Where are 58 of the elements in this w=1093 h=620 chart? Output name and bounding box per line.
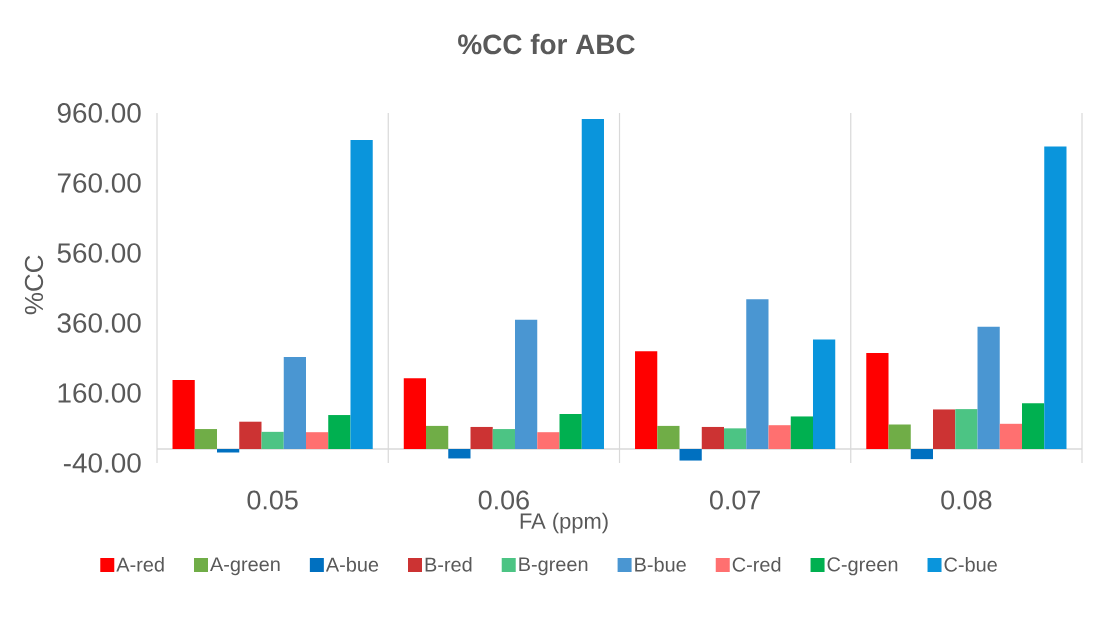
y-axis-title: %CC xyxy=(24,255,44,315)
bar xyxy=(679,449,702,461)
legend-label: A-red xyxy=(116,557,164,572)
bar xyxy=(172,380,195,449)
bar xyxy=(559,414,582,449)
bar xyxy=(1022,403,1045,449)
bar xyxy=(350,139,373,449)
legend-label: B-red xyxy=(425,557,472,572)
bar xyxy=(977,326,1000,449)
bar xyxy=(261,431,284,449)
bar xyxy=(888,424,911,449)
legend-label: A-bue xyxy=(325,557,379,572)
bar xyxy=(448,449,471,459)
bar xyxy=(306,432,329,449)
chart-title: %CC for ABC xyxy=(458,33,635,55)
legend-label: C-green xyxy=(827,557,898,576)
bar xyxy=(328,415,351,449)
bar xyxy=(866,353,889,449)
x-tick-label: 0.08 xyxy=(941,490,992,510)
legend-label: C-bue xyxy=(944,557,997,572)
bar xyxy=(910,449,934,460)
bar xyxy=(657,425,680,449)
bar xyxy=(812,339,836,449)
legend-label: A-green xyxy=(210,557,280,576)
bar xyxy=(999,423,1022,449)
bar xyxy=(194,429,218,449)
bar xyxy=(933,409,956,449)
bar xyxy=(768,425,791,449)
bar xyxy=(1044,146,1067,449)
bar xyxy=(635,351,658,449)
bar xyxy=(701,426,725,449)
bar xyxy=(724,428,747,449)
y-tick-label: 560.00 xyxy=(57,243,141,263)
legend-label: C-red xyxy=(732,557,781,572)
y-tick-label: 160.00 xyxy=(58,383,141,403)
y-tick-label: 960.00 xyxy=(57,103,141,123)
x-tick-label: 0.05 xyxy=(247,490,298,510)
bar xyxy=(426,425,449,449)
bar xyxy=(470,426,493,449)
y-tick-label: 760.00 xyxy=(57,173,141,193)
bar xyxy=(217,449,240,453)
y-tick-label: 360.00 xyxy=(57,313,141,333)
bar xyxy=(492,429,515,449)
x-tick-label: 0.06 xyxy=(478,490,529,510)
bar xyxy=(581,118,604,449)
bar xyxy=(239,421,262,449)
bar xyxy=(955,409,978,449)
x-tick-label: 0.07 xyxy=(710,490,760,510)
bar xyxy=(515,319,538,449)
y-tick-label: -40.00 xyxy=(63,453,141,473)
legend-label: B-bue xyxy=(635,557,686,572)
legend-label: B-green xyxy=(519,557,588,576)
bar xyxy=(283,356,306,449)
x-axis-title: FA (ppm) xyxy=(520,512,608,534)
bar xyxy=(403,378,427,449)
bar xyxy=(537,432,560,449)
bar xyxy=(746,299,769,449)
bar xyxy=(790,416,813,449)
